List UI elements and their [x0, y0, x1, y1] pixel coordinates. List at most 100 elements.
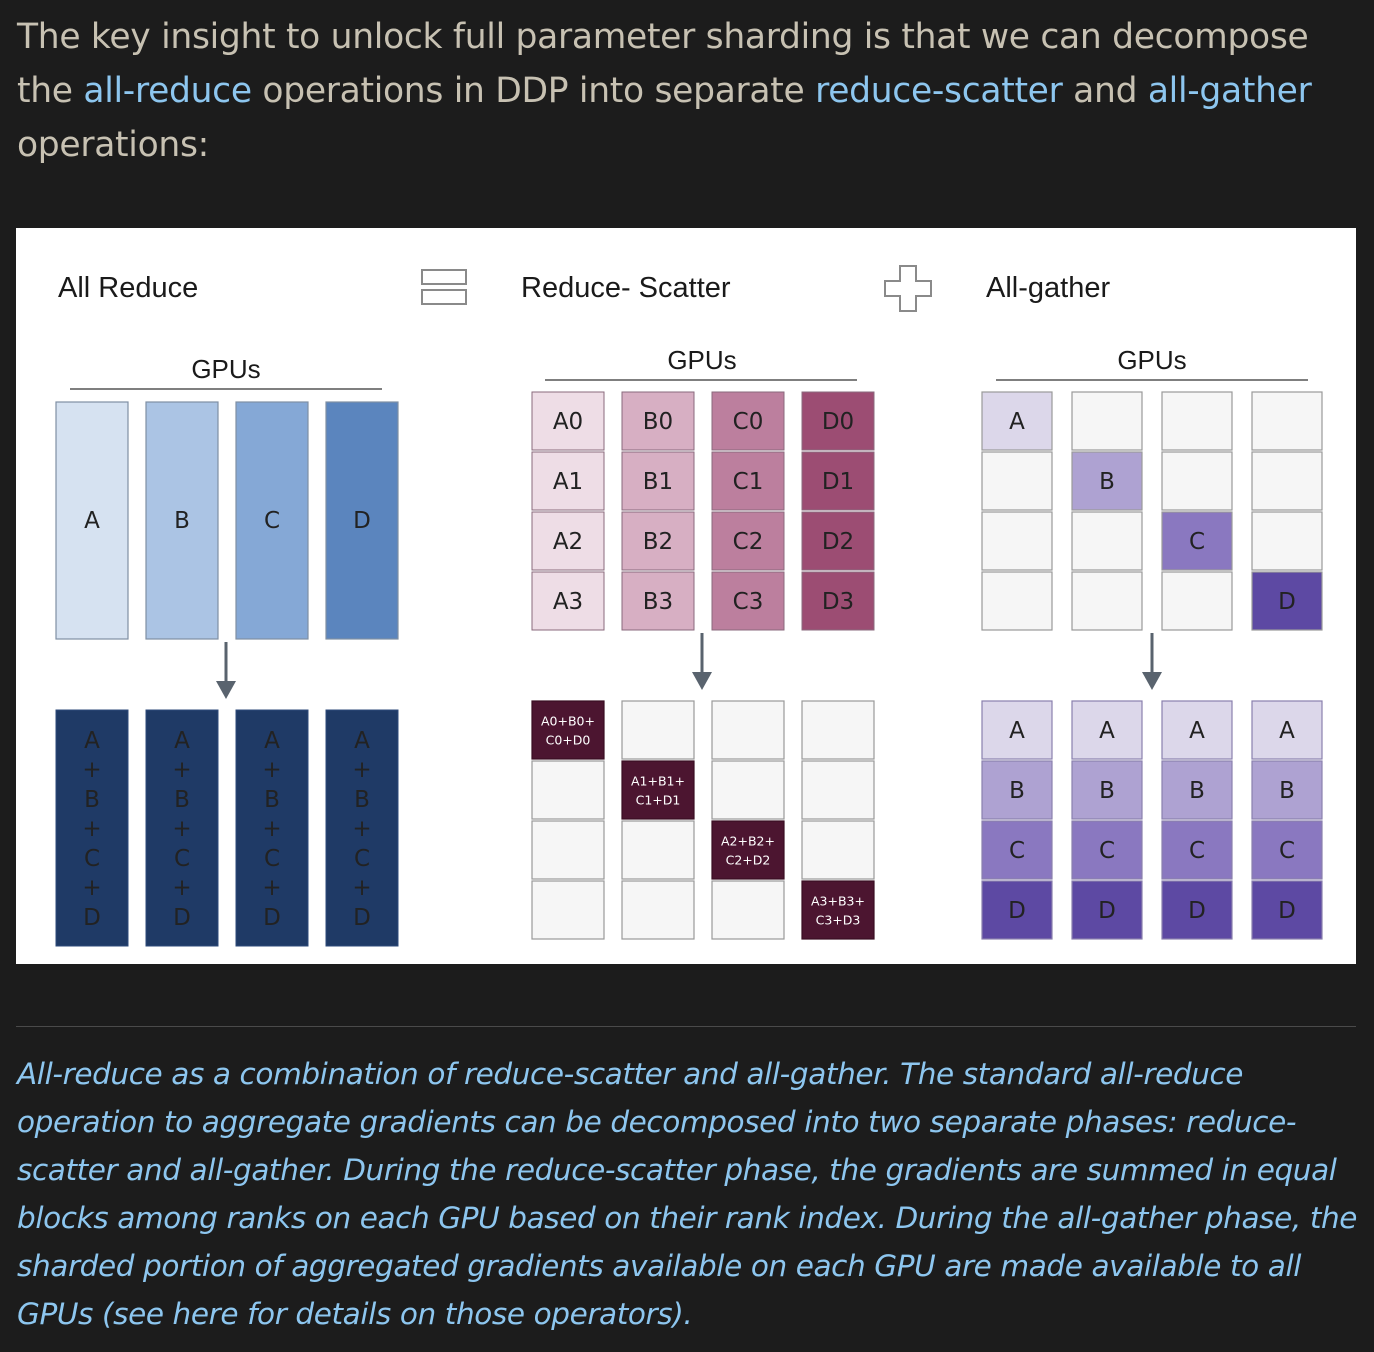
all-gather-empty-slot: [981, 511, 1053, 571]
all-reduce-link[interactable]: all-reduce: [83, 71, 252, 111]
all-gather-gathered-shard: [1251, 820, 1323, 880]
intro-text-before: The key insight to unlock full parameter…: [17, 17, 1309, 111]
all-gather-gathered-shard: [1161, 760, 1233, 820]
all-reduce-result-term: C: [354, 846, 370, 872]
reduce-scatter-chunk-b3: [621, 571, 695, 631]
all-reduce-result-term: A: [84, 728, 100, 754]
equals-icon-bottom-bar: [421, 289, 467, 305]
reduce-scatter-chunk-a0: [531, 391, 605, 451]
all-gather-gathered-shard: [1071, 880, 1143, 940]
reduce-scatter-empty-slot: [711, 880, 785, 940]
all-gather-gathered-label: D: [1098, 898, 1116, 924]
all-gather-gathered-label: D: [1278, 898, 1296, 924]
all-gather-gathered-shard: [1161, 880, 1233, 940]
all-gather-shard-label: B: [1099, 469, 1115, 495]
reduce-scatter-sum-label: A3+B3+: [811, 894, 865, 909]
reduce-scatter-sum-label: C3+D3: [816, 913, 861, 928]
reduce-scatter-sum-label: A0+B0+: [541, 714, 595, 729]
all-reduce-arrow-head: [216, 681, 236, 699]
all-reduce-buffer-label-b: B: [174, 508, 190, 534]
diagram-canvas: All Reduce GPUs A B C D A + B + C + D A + B + C + D A + B + C + D A…: [55, 265, 1323, 947]
all-gather-gpus-label: GPUs: [1117, 345, 1186, 375]
reduce-scatter-empty-slot: [621, 820, 695, 880]
all-gather-link[interactable]: all-gather: [1147, 71, 1312, 111]
reduce-scatter-chunk-a2: [531, 511, 605, 571]
caption-text: All-reduce as a combination of reduce-sc…: [17, 1057, 1358, 1331]
reduce-scatter-reduced-shard: [621, 760, 695, 820]
all-reduce-result-term: +: [82, 875, 101, 901]
reduce-scatter-chunk-label: A0: [553, 409, 583, 435]
reduce-scatter-chunk-label: D0: [822, 409, 854, 435]
all-gather-empty-slot: [1071, 511, 1143, 571]
reduce-scatter-sum-label: C1+D1: [636, 793, 681, 808]
intro-text-and: and: [1062, 71, 1148, 111]
reduce-scatter-sum-label: A1+B1+: [631, 774, 685, 789]
all-gather-shard: [981, 391, 1053, 451]
all-reduce-result-term: C: [264, 846, 280, 872]
all-gather-gathered-label: A: [1099, 718, 1115, 744]
section-divider: [16, 1026, 1356, 1027]
all-gather-gathered-shard: [1251, 700, 1323, 760]
all-gather-shard: [1161, 511, 1233, 571]
all-gather-gathered-label: B: [1009, 778, 1025, 804]
all-gather-gathered-shard: [1161, 700, 1233, 760]
reduce-scatter-empty-slot: [801, 820, 875, 880]
reduce-scatter-empty-slot: [621, 880, 695, 940]
reduce-scatter-chunk-label: A1: [553, 469, 583, 495]
reduce-scatter-title: Reduce- Scatter: [521, 272, 731, 304]
reduce-scatter-chunk-c0: [711, 391, 785, 451]
reduce-scatter-chunk-label: D3: [822, 589, 854, 615]
reduce-scatter-chunk-b0: [621, 391, 695, 451]
all-reduce-gpu-buffer-c: [235, 401, 309, 640]
all-reduce-result-term: C: [84, 846, 100, 872]
all-gather-empty-slot: [1251, 391, 1323, 451]
reduce-scatter-chunk-label: A2: [553, 529, 583, 555]
all-gather-gathered-label: A: [1279, 718, 1295, 744]
all-gather-shard: [1071, 451, 1143, 511]
reduce-scatter-chunk-label: B2: [643, 529, 673, 555]
all-reduce-result-term: B: [174, 787, 190, 813]
all-gather-gathered-label: C: [1279, 838, 1295, 864]
reduce-scatter-chunk-label: D1: [822, 469, 854, 495]
all-gather-gathered-label: C: [1009, 838, 1025, 864]
all-gather-arrow-head: [1142, 672, 1162, 690]
all-reduce-result-term: B: [264, 787, 280, 813]
all-reduce-gpu-buffer-d: [325, 401, 399, 640]
reduce-scatter-chunk-label: D2: [822, 529, 854, 555]
all-reduce-result-term: A: [354, 728, 370, 754]
all-reduce-result-term: +: [352, 816, 371, 842]
all-gather-gathered-label: B: [1279, 778, 1295, 804]
reduce-scatter-link[interactable]: reduce-scatter: [815, 71, 1063, 111]
intro-text-middle: operations in DDP into separate: [251, 71, 816, 111]
reduce-scatter-reduced-shard: [531, 700, 605, 760]
all-gather-title: All-gather: [986, 272, 1110, 304]
reduce-scatter-empty-slot: [531, 760, 605, 820]
all-gather-gathered-shard: [1071, 820, 1143, 880]
all-reduce-result-term: B: [84, 787, 100, 813]
all-gather-gathered-label: C: [1099, 838, 1115, 864]
see-here-link[interactable]: see here: [113, 1297, 239, 1331]
reduce-scatter-chunk-label: B1: [643, 469, 673, 495]
all-gather-gathered-shard: [981, 880, 1053, 940]
all-reduce-gpu-buffer-b: [145, 401, 219, 640]
all-gather-shard-label: A: [1009, 409, 1025, 435]
all-reduce-decomposition-diagram: All Reduce GPUs A B C D A + B + C + D A + B + C + D A + B + C + D A…: [16, 228, 1356, 964]
reduce-scatter-chunk-b2: [621, 511, 695, 571]
reduce-scatter-chunk-label: B0: [643, 409, 673, 435]
figure-caption: All-reduce as a combination of reduce-sc…: [17, 1050, 1362, 1338]
all-gather-gathered-shard: [1071, 700, 1143, 760]
all-gather-empty-slot: [981, 571, 1053, 631]
reduce-scatter-empty-slot: [621, 700, 695, 760]
reduce-scatter-chunk-label: C1: [733, 469, 764, 495]
reduce-scatter-empty-slot: [801, 760, 875, 820]
reduce-scatter-chunk-d0: [801, 391, 875, 451]
all-reduce-result-term: +: [352, 757, 371, 783]
all-gather-gathered-shard: [981, 820, 1053, 880]
all-reduce-result-buffer: [145, 709, 219, 947]
all-gather-empty-slot: [1071, 391, 1143, 451]
reduce-scatter-empty-slot: [711, 700, 785, 760]
reduce-scatter-sum-label: C2+D2: [726, 853, 771, 868]
reduce-scatter-sum-label: A2+B2+: [721, 834, 775, 849]
reduce-scatter-chunk-label: C0: [733, 409, 764, 435]
all-gather-gathered-label: C: [1189, 838, 1205, 864]
